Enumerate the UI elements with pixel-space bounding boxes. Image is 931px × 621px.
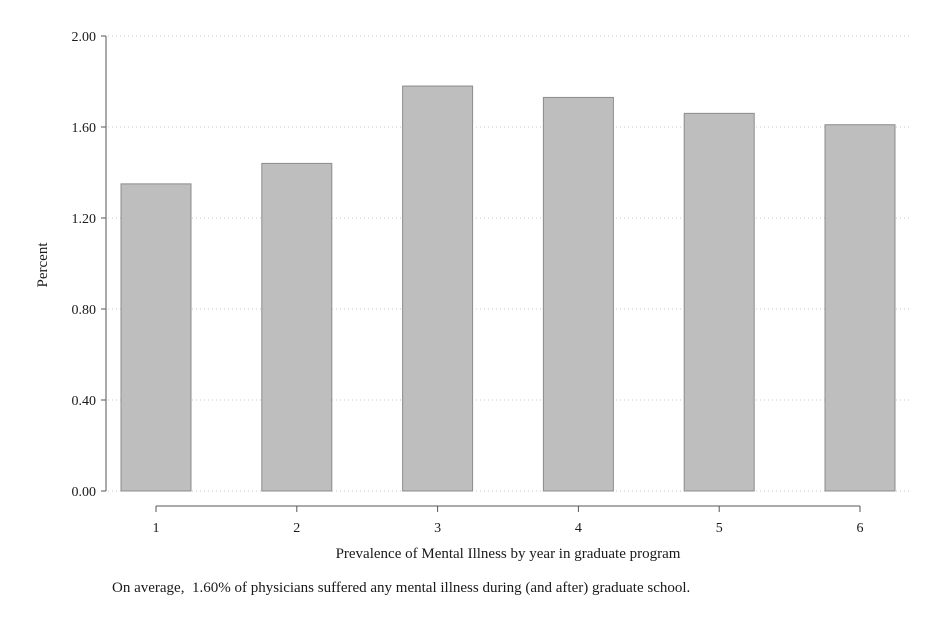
y-tick-label: 1.20 (72, 212, 97, 227)
chart-note: On average, 1.60% of physicians suffered… (112, 580, 690, 596)
y-tick-label: 0.80 (72, 303, 97, 318)
y-tick-label: 0.00 (72, 485, 97, 500)
bar-year-2 (261, 162, 333, 492)
y-tick-label: 1.60 (72, 121, 97, 136)
gridlines (108, 35, 910, 492)
x-tick-label: 5 (716, 521, 723, 536)
y-axis-title: Percent (35, 242, 51, 288)
bar-year-1 (120, 183, 192, 492)
x-tick-label: 1 (153, 521, 160, 536)
x-tick-labels: 1 2 3 4 5 6 (153, 521, 864, 536)
x-tick-label: 4 (575, 521, 582, 536)
x-tick-label: 3 (434, 521, 441, 536)
bars (120, 85, 896, 492)
y-tick-label: 2.00 (72, 30, 97, 45)
x-tick-label: 2 (293, 521, 300, 536)
bar-year-3 (402, 85, 474, 492)
y-tick-labels: 0.00 0.40 0.80 1.20 1.60 2.00 (72, 30, 97, 500)
y-tick-label: 0.40 (72, 394, 97, 409)
bar-year-6 (824, 124, 896, 492)
x-tick-label: 6 (857, 521, 864, 536)
bar-year-5 (683, 112, 755, 492)
x-axis-title: Prevalence of Mental Illness by year in … (336, 546, 681, 562)
bar-year-4 (542, 96, 614, 492)
axes (101, 35, 861, 512)
